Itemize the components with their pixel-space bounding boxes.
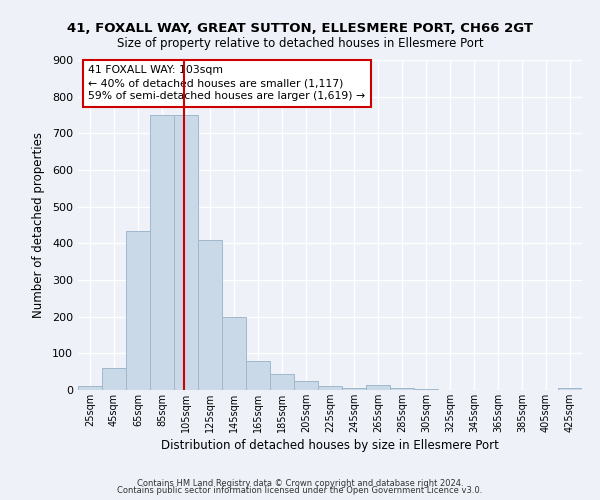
Text: 41, FOXALL WAY, GREAT SUTTON, ELLESMERE PORT, CH66 2GT: 41, FOXALL WAY, GREAT SUTTON, ELLESMERE … bbox=[67, 22, 533, 36]
Bar bbox=[342, 388, 366, 390]
Bar bbox=[246, 362, 270, 390]
Bar bbox=[78, 386, 102, 390]
Text: Size of property relative to detached houses in Ellesmere Port: Size of property relative to detached ho… bbox=[116, 38, 484, 51]
Text: Contains public sector information licensed under the Open Government Licence v3: Contains public sector information licen… bbox=[118, 486, 482, 495]
Bar bbox=[366, 384, 390, 390]
Y-axis label: Number of detached properties: Number of detached properties bbox=[32, 132, 45, 318]
X-axis label: Distribution of detached houses by size in Ellesmere Port: Distribution of detached houses by size … bbox=[161, 439, 499, 452]
Bar bbox=[390, 388, 414, 390]
Bar bbox=[126, 230, 150, 390]
Bar bbox=[270, 374, 294, 390]
Bar bbox=[198, 240, 222, 390]
Bar bbox=[222, 316, 246, 390]
Text: 41 FOXALL WAY: 103sqm
← 40% of detached houses are smaller (1,117)
59% of semi-d: 41 FOXALL WAY: 103sqm ← 40% of detached … bbox=[88, 65, 365, 102]
Bar bbox=[294, 381, 318, 390]
Bar bbox=[318, 386, 342, 390]
Text: Contains HM Land Registry data © Crown copyright and database right 2024.: Contains HM Land Registry data © Crown c… bbox=[137, 478, 463, 488]
Bar bbox=[558, 388, 582, 390]
Bar bbox=[102, 368, 126, 390]
Bar bbox=[174, 115, 198, 390]
Bar bbox=[150, 115, 174, 390]
